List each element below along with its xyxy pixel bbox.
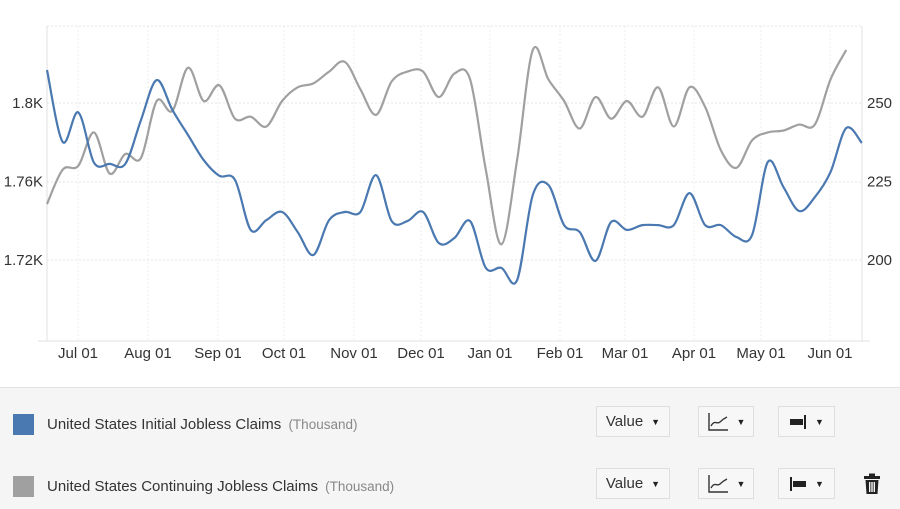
series-unit: (Thousand) [325,479,395,494]
series-label: United States Continuing Jobless Claims [47,478,318,495]
x-tick-label: Feb 01 [537,345,584,362]
x-tick-label: Jun 01 [807,345,852,362]
axis-select[interactable]: ▼ [778,468,835,499]
right-y-tick-label: 200 [867,252,892,269]
initial-claims-line[interactable] [45,69,863,285]
x-tick-label: Aug 01 [124,345,172,362]
delete-series-button[interactable] [863,473,881,500]
left-y-tick-label: 1.8K [12,95,43,112]
x-tick-label: Jul 01 [58,345,98,362]
caret-down-icon: ▼ [815,478,824,489]
right-y-tick-label: 225 [867,174,892,191]
caret-down-icon: ▼ [651,416,661,427]
x-tick-label: Mar 01 [602,345,649,362]
legend-panel: United States Initial Jobless Claims (Th… [0,387,900,509]
line-chart-icon [707,474,728,493]
continuing-claims-line[interactable] [45,45,848,246]
series-color-swatch[interactable] [13,414,34,435]
line-chart-icon [707,412,728,431]
x-tick-label: Jan 01 [467,345,512,362]
caret-down-icon: ▼ [651,478,661,489]
chart-type-select[interactable]: ▼ [698,406,754,437]
series-label: United States Initial Jobless Claims [47,416,282,433]
x-tick-label: Nov 01 [330,345,378,362]
caret-down-icon: ▼ [736,478,746,489]
right-axis-icon [790,414,807,429]
series-unit: (Thousand) [288,417,358,432]
x-tick-label: Oct 01 [262,345,306,362]
legend-row-initial-claims: United States Initial Jobless Claims (Th… [0,406,900,446]
value-select[interactable]: Value ▼ [596,406,670,437]
left-y-tick-label: 1.76K [4,174,43,191]
axis-select[interactable]: ▼ [778,406,835,437]
chart-type-select[interactable]: ▼ [698,468,754,499]
value-select[interactable]: Value ▼ [596,468,670,499]
legend-row-continuing-claims: United States Continuing Jobless Claims … [0,468,900,508]
left-y-tick-label: 1.72K [4,252,43,269]
trash-icon [864,473,880,494]
line-chart: Jul 01 Aug 01 Sep 01 Oct 01 Nov 01 Dec 01 Jan … [4,25,892,362]
x-tick-label: Sep 01 [194,345,242,362]
caret-down-icon: ▼ [736,416,746,427]
series-color-swatch[interactable] [13,476,34,497]
left-axis-icon [790,476,807,491]
chart-area: Jul 01 Aug 01 Sep 01 Oct 01 Nov 01 Dec 01 Jan … [3,25,893,362]
caret-down-icon: ▼ [815,416,824,427]
x-tick-label: May 01 [736,345,785,362]
x-tick-label: Apr 01 [672,345,716,362]
x-tick-label: Dec 01 [397,345,445,362]
right-y-tick-label: 250 [867,95,892,112]
